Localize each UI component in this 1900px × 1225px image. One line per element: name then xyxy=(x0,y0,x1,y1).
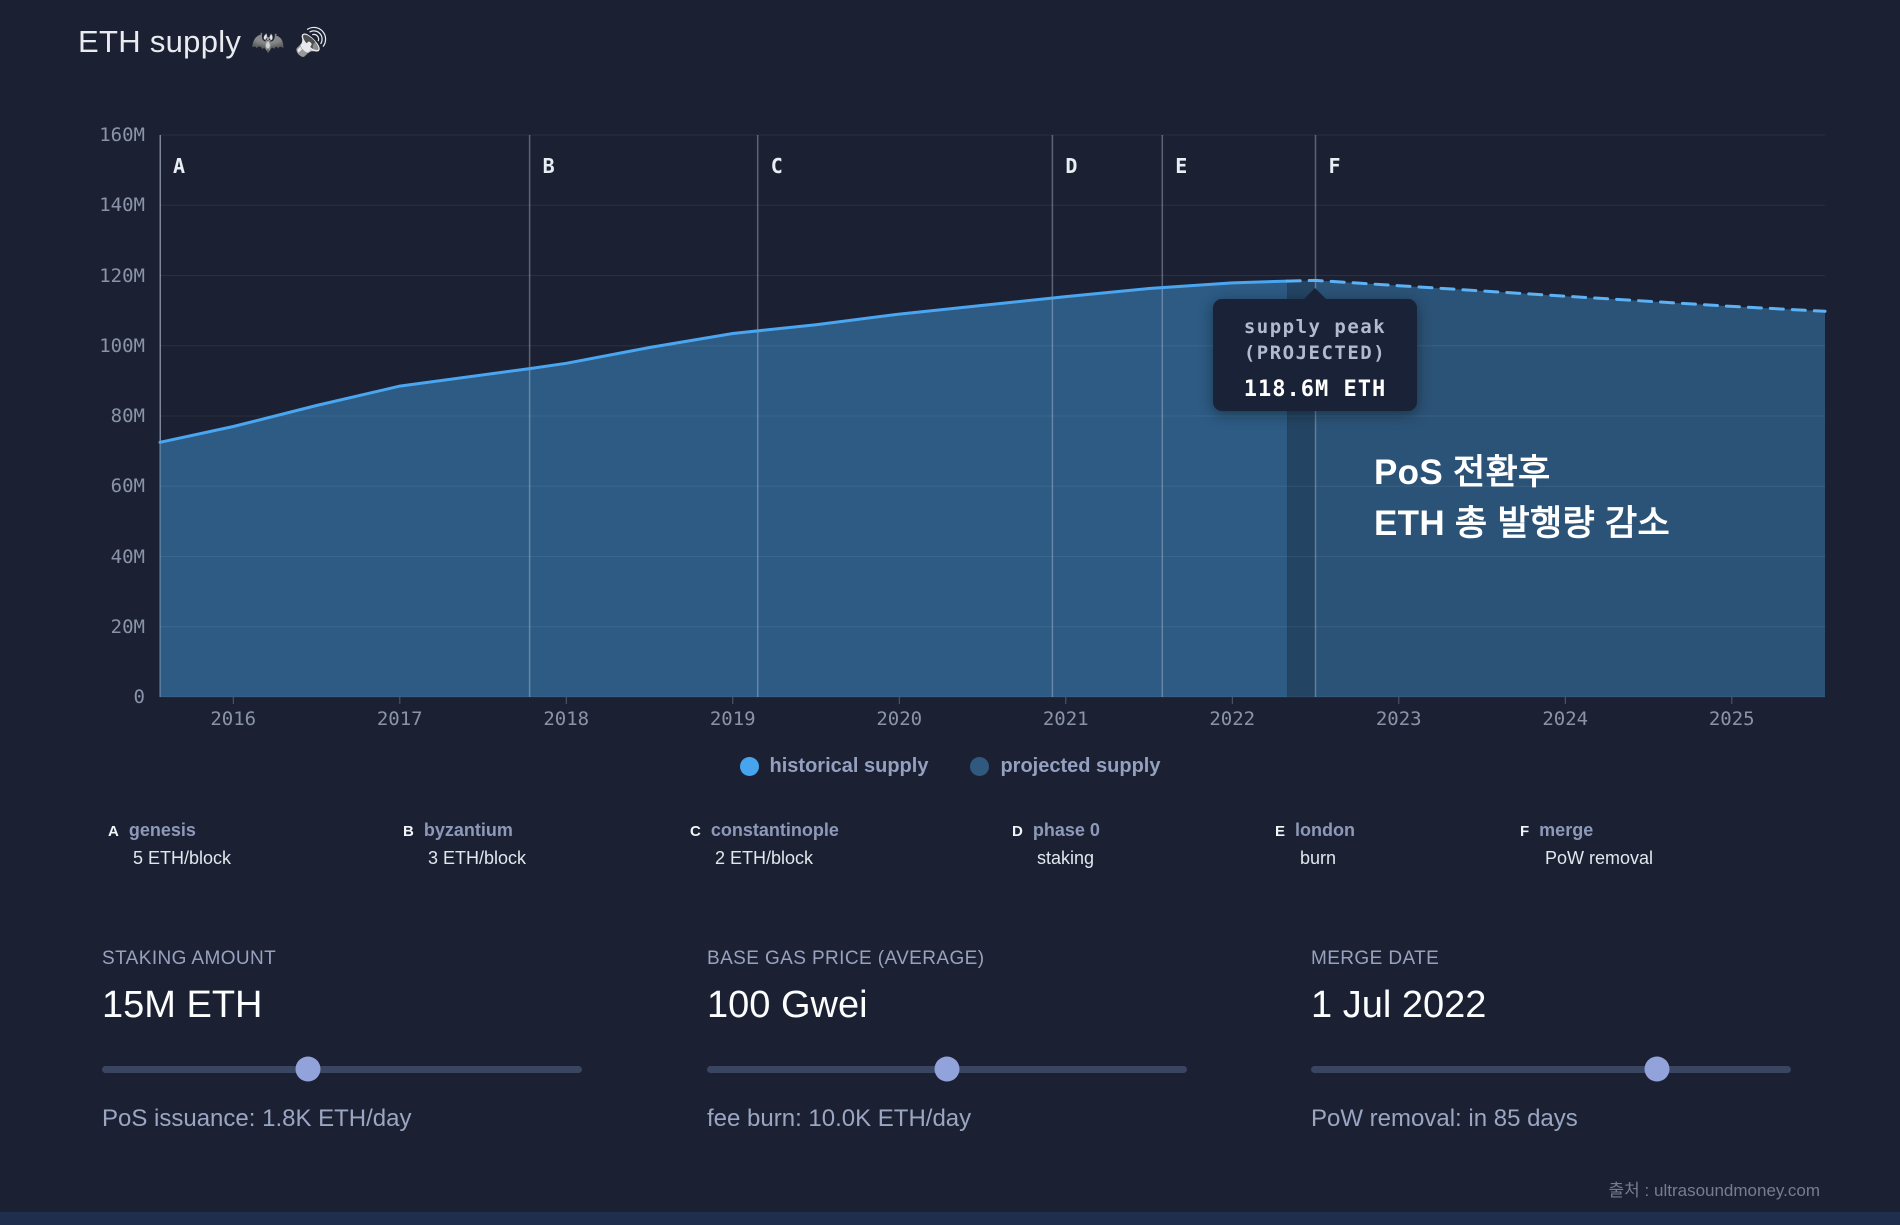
staking-amount-label: STAKING AMOUNT xyxy=(102,948,277,969)
x-tick-label: 2017 xyxy=(376,708,423,730)
x-tick-label: 2016 xyxy=(210,708,257,730)
x-tick-label: 2024 xyxy=(1542,708,1589,730)
source-credit: 출처 : ultrasoundmoney.com xyxy=(1608,1181,1820,1200)
marker-letter-F: F xyxy=(1329,154,1341,178)
base-gas-price-slider[interactable] xyxy=(707,1056,1187,1082)
x-tick-label: 2022 xyxy=(1209,708,1256,730)
base-gas-price-label: BASE GAS PRICE (AVERAGE) xyxy=(707,948,985,969)
tooltip-line2: (PROJECTED) xyxy=(1243,342,1387,364)
merge-date-slider-thumb[interactable] xyxy=(1644,1056,1670,1082)
page-title: ETH supply xyxy=(78,24,242,59)
historical-supply-area xyxy=(160,281,1288,697)
marker-legend-name: byzantium xyxy=(423,820,513,840)
marker-legend-desc: 2 ETH/block xyxy=(715,848,814,868)
marker-legend-letter: F xyxy=(1520,823,1530,840)
bottom-strip xyxy=(0,1212,1900,1225)
staking-amount-slider-track[interactable] xyxy=(102,1066,582,1073)
y-tick-label: 80M xyxy=(110,405,145,427)
marker-letter-A: A xyxy=(173,154,185,178)
marker-legend-letter: D xyxy=(1012,823,1023,840)
legend-dot xyxy=(739,757,759,776)
legend-label: historical supply xyxy=(769,755,929,777)
y-axis-line xyxy=(160,135,161,697)
marker-letter-B: B xyxy=(543,154,555,178)
legend-label: projected supply xyxy=(1000,755,1161,777)
speaker-icon: 🔊 xyxy=(294,27,329,57)
base-gas-price-control: BASE GAS PRICE (AVERAGE) 100 Gwei fee burn… xyxy=(707,948,1187,1133)
merge-date-slider-track[interactable] xyxy=(1311,1066,1791,1073)
supply-peak-tooltip: supply peak (PROJECTED) 118.6M ETH xyxy=(1213,288,1417,411)
merge-date-subtext: PoW removal: in 85 days xyxy=(1311,1105,1578,1132)
staking-amount-value: 15M ETH xyxy=(102,984,263,1026)
y-tick-label: 0 xyxy=(133,686,145,708)
marker-legend-desc: PoW removal xyxy=(1545,848,1654,868)
projected-supply-area xyxy=(1287,280,1825,697)
marker-legend-name: phase 0 xyxy=(1032,820,1100,840)
supply-chart[interactable]: A B C D E F xyxy=(158,134,1827,704)
merge-date-slider[interactable] xyxy=(1311,1056,1791,1082)
x-tick-label: 2019 xyxy=(709,708,756,730)
bat-icon: 🦇 xyxy=(251,27,285,57)
korean-annotation: PoS 전환후 ETH 총 발행량 감소 xyxy=(1374,447,1670,549)
chart-legend: historical supply projected supply xyxy=(0,755,1900,778)
marker-legend-desc: 5 ETH/block xyxy=(133,848,232,868)
merge-date-control: MERGE DATE 1 Jul 2022 PoW removal: in 85 d… xyxy=(1311,948,1791,1133)
base-gas-price-subtext: fee burn: 10.0K ETH/day xyxy=(707,1105,972,1132)
y-tick-label: 20M xyxy=(110,615,145,638)
base-gas-price-slider-thumb[interactable] xyxy=(934,1056,960,1082)
x-tick-label: 2018 xyxy=(543,708,590,730)
staking-amount-slider-thumb[interactable] xyxy=(295,1056,321,1082)
marker-legend-name: merge xyxy=(1539,820,1594,840)
staking-amount-subtext: PoS issuance: 1.8K ETH/day xyxy=(102,1105,412,1132)
legend-dot xyxy=(970,757,990,776)
marker-legend-letter: B xyxy=(403,823,414,840)
base-gas-price-value: 100 Gwei xyxy=(707,984,868,1026)
y-tick-label: 60M xyxy=(110,475,145,498)
marker-legend-name: constantinople xyxy=(710,820,839,840)
legend-item-historical-supply: historical supply xyxy=(739,755,929,778)
merge-date-label: MERGE DATE xyxy=(1311,948,1440,969)
x-tick-label: 2021 xyxy=(1042,708,1089,730)
historical-supply-line xyxy=(158,279,1289,444)
marker-legend-letter: C xyxy=(690,823,701,840)
legend-item-projected-supply: projected supply xyxy=(970,755,1160,778)
x-tick-label: 2023 xyxy=(1375,708,1422,730)
tooltip-line1: supply peak xyxy=(1243,316,1387,338)
annotation-line2: ETH 총 발행량 감소 xyxy=(1374,504,1670,543)
y-tick-label: 120M xyxy=(99,264,145,287)
marker-legend-desc: staking xyxy=(1037,848,1095,868)
staking-amount-control: STAKING AMOUNT 15M ETH PoS issuance: 1.8K … xyxy=(102,948,582,1133)
annotation-line1: PoS 전환후 xyxy=(1374,453,1551,492)
projected-supply-line xyxy=(1285,278,1827,313)
x-tick-label: 2025 xyxy=(1708,708,1755,730)
marker-legend-name: genesis xyxy=(128,820,196,840)
marker-legend-letter: E xyxy=(1275,823,1286,840)
marker-legend-desc: 3 ETH/block xyxy=(428,848,527,868)
y-tick-label: 160M xyxy=(99,124,145,146)
tooltip-value: 118.6M ETH xyxy=(1243,377,1387,402)
x-tick-label: 2020 xyxy=(876,708,923,730)
marker-letter-C: C xyxy=(771,154,783,178)
y-tick-label: 140M xyxy=(99,194,145,217)
marker-legend-desc: burn xyxy=(1300,848,1337,868)
y-tick-label: 100M xyxy=(99,334,145,357)
staking-amount-slider[interactable] xyxy=(102,1056,582,1082)
page-header: ETH supply 🦇 🔊 xyxy=(78,24,328,60)
y-tick-label: 40M xyxy=(110,545,145,568)
marker-legend-letter: A xyxy=(108,823,119,840)
marker-legend-name: london xyxy=(1295,820,1355,840)
merge-date-value: 1 Jul 2022 xyxy=(1311,984,1487,1026)
marker-letter-D: D xyxy=(1065,154,1077,178)
marker-letter-E: E xyxy=(1175,154,1187,178)
